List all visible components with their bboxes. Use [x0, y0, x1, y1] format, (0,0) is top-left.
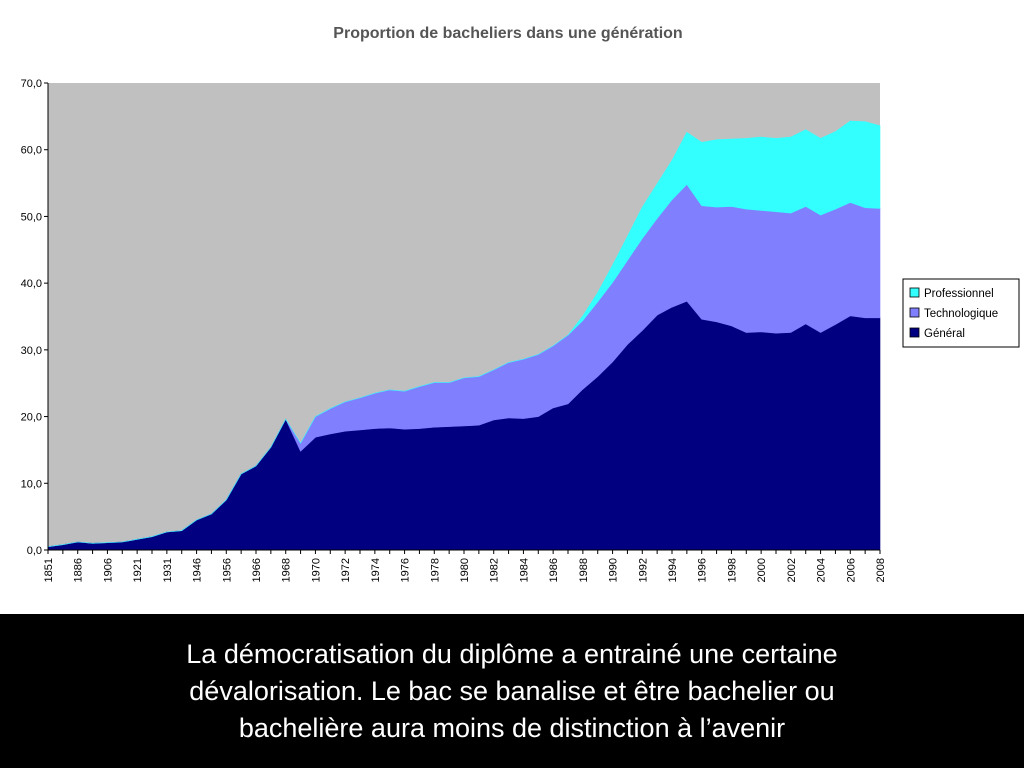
legend: Professionnel Technologique Général: [902, 278, 1020, 348]
x-tick-label: 2008: [875, 558, 887, 582]
x-tick-label: 1931: [162, 558, 174, 582]
legend-swatch-general: [909, 327, 920, 338]
x-tick-label: 1921: [132, 558, 144, 582]
area-series-professionnel: [47, 120, 881, 547]
y-tick-label: 50,0: [21, 211, 42, 223]
x-tick-label: 1978: [429, 558, 441, 582]
x-tick-label: 1988: [578, 558, 590, 582]
area-chart: Proportion de bacheliers dans une généra…: [21, 25, 1020, 582]
chart-panel: Proportion de bacheliers dans une généra…: [0, 0, 1024, 614]
x-tick-label: 1980: [459, 558, 471, 582]
legend-swatch-professionnel: [909, 287, 920, 298]
x-tick-label: 1996: [697, 558, 709, 582]
y-tick-label: 40,0: [21, 278, 42, 290]
x-tick-label: 1851: [43, 558, 55, 582]
x-tick-label: 1906: [102, 558, 114, 582]
x-tick-label: 2006: [845, 558, 857, 582]
y-tick-label: 70,0: [21, 78, 42, 90]
x-tick-label: 2000: [756, 558, 768, 582]
legend-label-general: Général: [924, 328, 965, 340]
y-tick-label: 0,0: [27, 545, 42, 557]
y-tick-label: 30,0: [21, 345, 42, 357]
legend-label-professionnel: Professionnel: [924, 288, 994, 300]
x-tick-label: 1998: [726, 558, 738, 582]
x-tick-label: 1968: [281, 558, 293, 582]
x-tick-label: 1974: [370, 558, 382, 582]
chart-title: Proportion de bacheliers dans une généra…: [333, 25, 682, 42]
x-tick-label: 1886: [73, 558, 85, 582]
axes: 0,0 10,0 20,0 30,0 40,0 50,0 60,0 70,0 1851 1886 1…: [21, 78, 887, 582]
caption-line-3: bachelière aura moins de distinction à l…: [238, 713, 786, 743]
y-tick-label: 10,0: [21, 478, 42, 490]
x-tick-label: 1990: [608, 558, 620, 582]
x-tick-label: 1984: [518, 558, 530, 582]
caption-line-1: La démocratisation du diplôme a entrainé…: [186, 639, 838, 669]
caption: La démocratisation du diplôme a entrainé…: [40, 636, 984, 747]
x-tick-label: 1956: [221, 558, 233, 582]
x-tick-label: 1946: [192, 558, 204, 582]
x-tick-label: 1992: [637, 558, 649, 582]
x-tick-label: 1972: [340, 558, 352, 582]
x-tick-label: 1982: [489, 558, 501, 582]
x-tick-label: 1970: [310, 558, 322, 582]
x-tick-label: 1966: [251, 558, 263, 582]
legend-swatch-technologique: [909, 307, 920, 318]
x-tick-label: 1976: [400, 558, 412, 582]
y-tick-label: 60,0: [21, 145, 42, 157]
x-tick-label: 1994: [667, 558, 679, 582]
x-tick-label: 1986: [548, 558, 560, 582]
y-tick-label: 20,0: [21, 412, 42, 424]
x-tick-label: 2002: [786, 558, 798, 582]
caption-line-2: dévalorisation. Le bac se banalise et êt…: [189, 676, 835, 706]
x-tick-label: 2004: [816, 558, 828, 582]
legend-box: [902, 278, 1020, 348]
plot-area: [47, 83, 881, 551]
legend-label-technologique: Technologique: [924, 308, 998, 320]
